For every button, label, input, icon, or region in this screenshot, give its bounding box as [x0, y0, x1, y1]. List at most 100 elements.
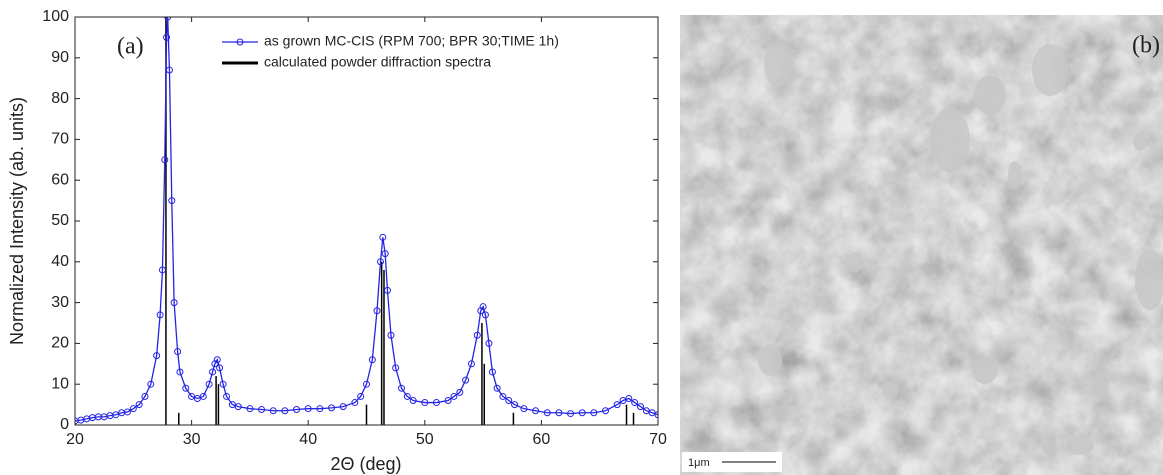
legend-label: calculated powder diffraction spectra [264, 54, 491, 70]
y-tick-label: 10 [51, 375, 69, 392]
data-point [479, 303, 487, 311]
data-point [481, 311, 489, 319]
data-point [163, 33, 171, 41]
data-point [520, 405, 528, 413]
data-point [351, 399, 359, 407]
data-point [170, 299, 178, 307]
y-tick-label: 30 [51, 294, 69, 311]
data-point [567, 410, 575, 418]
data-point [156, 311, 164, 319]
data-point [444, 397, 452, 405]
data-point [381, 250, 389, 258]
data-point [625, 394, 633, 402]
data-point [135, 401, 143, 409]
data-point [339, 403, 347, 411]
data-point [182, 384, 190, 392]
data-point [147, 380, 155, 388]
data-point [421, 399, 429, 407]
y-tick-label: 100 [42, 8, 69, 25]
data-point [590, 409, 598, 417]
y-tick-label: 80 [51, 90, 69, 107]
data-point [161, 156, 169, 164]
data-point [387, 331, 395, 339]
data-point [493, 384, 501, 392]
y-tick-label: 50 [51, 212, 69, 229]
data-point [409, 397, 417, 405]
data-point [477, 307, 485, 315]
data-point [462, 376, 470, 384]
y-tick-label: 90 [51, 49, 69, 66]
y-tick-label: 40 [51, 253, 69, 270]
data-point [392, 364, 400, 372]
data-point [432, 399, 440, 407]
panel-label: (b) [1132, 33, 1160, 59]
data-point [368, 356, 376, 364]
data-point [174, 348, 182, 356]
data-point [383, 286, 391, 294]
y-tick-label: 20 [51, 335, 69, 352]
x-tick-label: 20 [66, 431, 84, 448]
data-point [456, 388, 464, 396]
data-point [168, 197, 176, 205]
y-axis-label: Normalized Intensity (ab. units) [7, 97, 27, 345]
data-point [164, 17, 172, 21]
data-point [654, 411, 658, 419]
scale-bar-label: 1μm [688, 457, 710, 469]
data-point [219, 380, 227, 388]
data-point [613, 401, 621, 409]
data-point [153, 352, 161, 360]
data-point [578, 409, 586, 417]
data-point [258, 405, 266, 413]
data-point [176, 368, 184, 376]
data-point [293, 405, 301, 413]
data-line [75, 17, 658, 422]
x-axis-label: 2Θ (deg) [330, 454, 401, 474]
data-point [223, 392, 231, 400]
y-tick-label: 60 [51, 171, 69, 188]
x-tick-label: 60 [533, 431, 551, 448]
data-point [467, 360, 475, 368]
data-point [234, 403, 242, 411]
x-tick-label: 70 [649, 431, 667, 448]
data-point [141, 392, 149, 400]
data-point [631, 399, 639, 407]
data-point [485, 339, 493, 347]
data-point [363, 380, 370, 388]
data-point [129, 405, 137, 413]
data-point [397, 384, 405, 392]
x-tick-label: 50 [416, 431, 434, 448]
data-point [199, 392, 207, 400]
data-point [555, 409, 563, 417]
data-point [304, 405, 312, 413]
data-point [165, 66, 173, 74]
legend-label: as grown MC-CIS (RPM 700; BPR 30;TIME 1h… [264, 33, 559, 49]
data-point [637, 403, 645, 411]
data-point [213, 356, 221, 364]
data-point [123, 408, 131, 416]
y-tick-label: 70 [51, 131, 69, 148]
data-point [158, 266, 166, 274]
data-point [450, 392, 458, 400]
data-point [379, 233, 387, 241]
x-tick-label: 30 [183, 431, 201, 448]
data-point [499, 392, 507, 400]
panel-label: (a) [117, 34, 144, 60]
data-point [205, 380, 213, 388]
data-point [511, 401, 519, 409]
data-point [211, 360, 219, 368]
data-point [209, 368, 217, 376]
sem-texture [680, 15, 1163, 475]
sem-particles [703, 43, 1163, 455]
data-point [403, 392, 411, 400]
x-tick-label: 40 [299, 431, 317, 448]
data-point [316, 405, 324, 413]
data-point [281, 407, 289, 415]
data-point [543, 409, 551, 417]
data-point [328, 404, 336, 412]
data-point [488, 368, 496, 376]
sem-image: (b) 1μm [680, 15, 1163, 475]
data-point [373, 307, 381, 315]
data-point [246, 405, 254, 413]
data-point [473, 331, 481, 339]
